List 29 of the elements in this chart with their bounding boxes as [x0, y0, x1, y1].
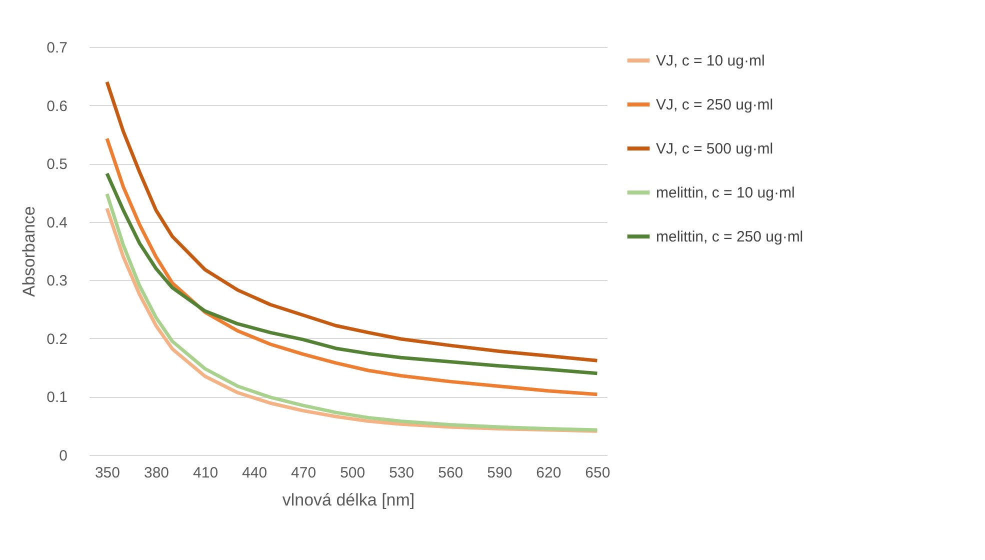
y-tick-label: 0.6 [46, 98, 68, 115]
x-tick-label: 350 [94, 464, 120, 482]
line-series [105, 136, 599, 396]
y-tick-label: 0.1 [46, 389, 68, 406]
x-axis-title: vlnová délka [nm] [282, 490, 415, 510]
legend-label: VJ, c = 500 ug·ml [656, 140, 774, 158]
x-tick-label: 440 [242, 464, 268, 482]
y-axis-title: Absorbance [20, 206, 39, 297]
x-tick-label: 650 [585, 464, 610, 482]
y-tick-label: 0.3 [46, 272, 68, 290]
line-series [105, 172, 599, 376]
x-tick-label: 500 [340, 464, 366, 482]
legend-label: VJ, c = 10 ug·ml [656, 52, 765, 70]
y-tick-label: 0.5 [46, 156, 68, 174]
x-tick-label: 560 [438, 464, 464, 482]
y-tick-label: 0.2 [46, 330, 68, 348]
x-tick-label: 470 [291, 464, 316, 482]
line-series [105, 80, 599, 362]
y-tick-label: 0.7 [46, 40, 68, 56]
legend-label: melittin, c = 250 ug·ml [656, 228, 804, 246]
x-tick-label: 620 [536, 464, 562, 482]
legend-label: melittin, c = 10 ug·ml [656, 184, 795, 202]
x-tick-label: 380 [144, 464, 170, 482]
legend-label: VJ, c = 250 ug·ml [656, 96, 774, 114]
x-tick-label: 410 [193, 464, 218, 482]
y-tick-label: 0.4 [46, 214, 68, 232]
x-tick-label: 590 [487, 464, 512, 482]
y-tick-label: 0 [59, 448, 68, 464]
x-tick-label: 530 [389, 464, 414, 482]
